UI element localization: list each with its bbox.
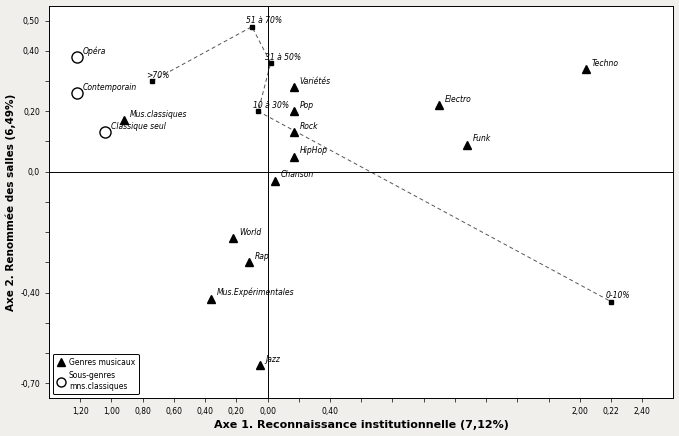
Legend: Genres musicaux, Sous-genres
mns.classiques: Genres musicaux, Sous-genres mns.classiq… (53, 354, 139, 395)
Text: Opéra: Opéra (83, 46, 106, 55)
Text: Chanson: Chanson (281, 170, 314, 179)
Text: 0-10%: 0-10% (606, 291, 630, 300)
X-axis label: Axe 1. Reconnaissance institutionnelle (7,12%): Axe 1. Reconnaissance institutionnelle (… (214, 420, 509, 430)
Text: Electro: Electro (445, 95, 472, 104)
Text: Mus.classiques: Mus.classiques (130, 110, 187, 119)
Text: Rap: Rap (255, 252, 269, 261)
Text: Mus.Expérimentales: Mus.Expérimentales (217, 288, 295, 297)
Text: Variétés: Variétés (299, 77, 331, 86)
Text: World: World (239, 228, 261, 237)
Text: Rock: Rock (299, 122, 318, 131)
Text: HipHop: HipHop (299, 146, 328, 155)
Text: 31 à 50%: 31 à 50% (265, 53, 301, 61)
Text: Jazz: Jazz (265, 354, 280, 364)
Text: 51 à 70%: 51 à 70% (246, 16, 282, 25)
Text: Techno: Techno (591, 58, 619, 68)
Y-axis label: Axe 2. Renommée des salles (6,49%): Axe 2. Renommée des salles (6,49%) (5, 93, 16, 310)
Text: Classique seul: Classique seul (111, 122, 166, 131)
Text: >70%: >70% (147, 71, 170, 80)
Text: Funk: Funk (473, 134, 491, 143)
Text: 10 à 30%: 10 à 30% (253, 101, 289, 110)
Text: Pop: Pop (299, 101, 314, 110)
Text: Contemporain: Contemporain (83, 83, 137, 92)
